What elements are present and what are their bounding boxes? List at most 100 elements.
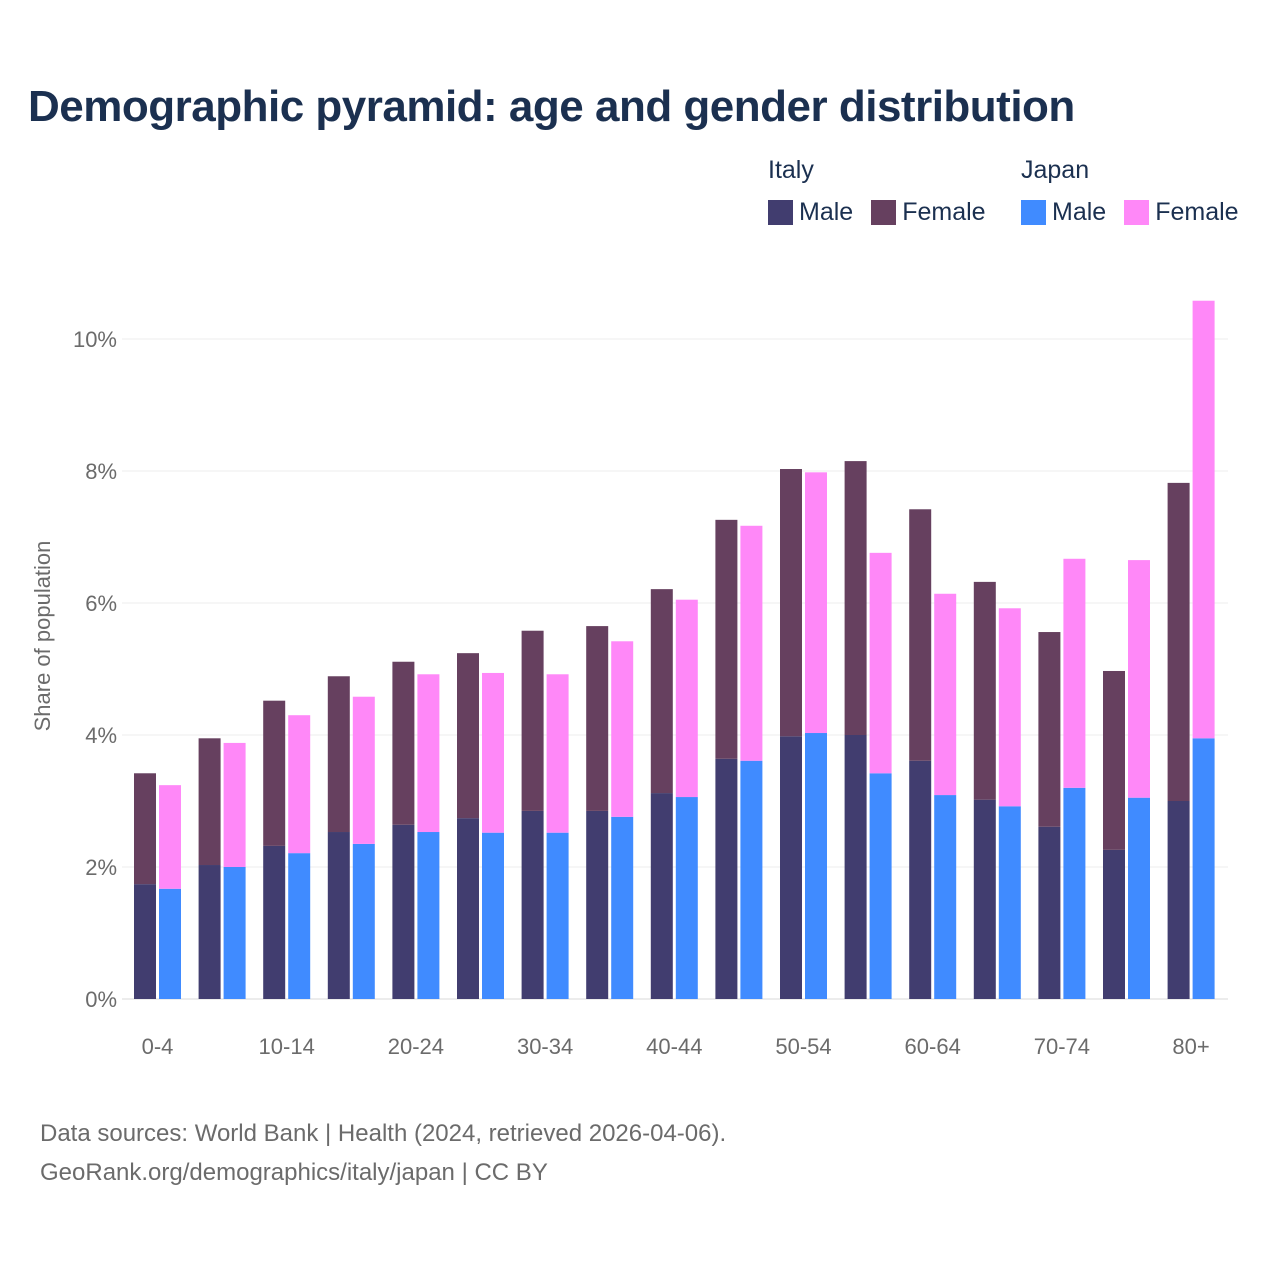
bar-italy-male-45-49 <box>715 758 738 999</box>
bar-japan-female-80+ <box>1192 300 1215 739</box>
bar-japan-male-10-14 <box>288 853 311 999</box>
bar-japan-female-55-59 <box>869 552 892 774</box>
legend-label: Female <box>1155 198 1239 226</box>
y-axis-label: Share of population <box>30 541 55 732</box>
legend-italy-male[interactable]: Male <box>768 198 853 227</box>
y-tick-label: 6% <box>85 591 117 616</box>
bar-japan-male-45-49 <box>740 760 763 999</box>
x-tick-label: 20-24 <box>388 1034 444 1059</box>
bar-japan-male-30-34 <box>546 832 569 999</box>
bar-italy-male-0-4 <box>134 884 156 999</box>
bar-japan-male-20-24 <box>417 832 440 999</box>
legend-japan-male[interactable]: Male <box>1021 198 1106 227</box>
bar-japan-female-10-14 <box>288 715 311 854</box>
x-tick-label: 70-74 <box>1034 1034 1090 1059</box>
bar-italy-female-10-14 <box>263 700 286 846</box>
bar-italy-female-60-64 <box>909 509 932 761</box>
legend-italy-female[interactable]: Female <box>871 198 986 227</box>
footer: Data sources: World Bank | Health (2024,… <box>40 1114 726 1192</box>
bar-italy-female-75-79 <box>1103 670 1125 850</box>
bar-italy-male-5-9 <box>198 865 221 999</box>
legend-swatch <box>871 200 897 225</box>
legend-italy: Italy Male Female <box>768 156 986 227</box>
x-tick-label: 40-44 <box>646 1034 702 1059</box>
bar-italy-female-45-49 <box>715 519 738 759</box>
bar-italy-female-35-39 <box>586 626 609 811</box>
bar-japan-female-70-74 <box>1063 558 1086 788</box>
bar-italy-female-70-74 <box>1038 632 1061 827</box>
bar-japan-female-40-44 <box>675 599 698 798</box>
y-tick-label: 10% <box>73 327 117 352</box>
bar-italy-male-60-64 <box>909 760 932 999</box>
legend-swatch <box>768 200 793 225</box>
bar-italy-male-65-69 <box>973 799 996 999</box>
bar-italy-male-50-54 <box>780 736 802 999</box>
bar-japan-female-25-29 <box>482 672 504 833</box>
bar-italy-male-20-24 <box>392 824 415 999</box>
bar-japan-female-60-64 <box>934 593 957 796</box>
x-tick-label: 60-64 <box>905 1034 961 1059</box>
x-tick-label: 50-54 <box>775 1034 831 1059</box>
bar-japan-male-75-79 <box>1128 797 1150 999</box>
bar-japan-female-35-39 <box>611 641 634 817</box>
y-tick-label: 8% <box>85 459 117 484</box>
bar-italy-male-40-44 <box>650 793 673 999</box>
bar-japan-male-15-19 <box>352 843 375 999</box>
legend-japan-female[interactable]: Female <box>1124 198 1239 227</box>
footer-attribution[interactable]: GeoRank.org/demographics/italy/japan | C… <box>40 1159 548 1186</box>
bar-japan-male-55-59 <box>869 773 892 999</box>
bar-italy-female-25-29 <box>457 653 479 819</box>
bar-japan-male-80+ <box>1192 738 1215 999</box>
y-tick-label: 2% <box>85 855 117 880</box>
legend-italy-title: Italy <box>768 156 814 184</box>
bar-italy-male-80+ <box>1167 801 1190 999</box>
bar-italy-female-5-9 <box>198 738 221 866</box>
bar-italy-female-0-4 <box>134 773 156 885</box>
bar-japan-male-25-29 <box>482 832 504 999</box>
bar-italy-female-15-19 <box>327 676 350 833</box>
bar-italy-male-55-59 <box>844 735 867 999</box>
bar-italy-female-20-24 <box>392 661 415 825</box>
bar-japan-female-0-4 <box>159 785 181 889</box>
bar-japan-male-5-9 <box>223 867 246 999</box>
bar-japan-male-35-39 <box>611 816 634 999</box>
bar-japan-female-45-49 <box>740 525 763 761</box>
bar-italy-male-10-14 <box>263 845 286 999</box>
bar-italy-male-35-39 <box>586 810 609 999</box>
bar-japan-female-75-79 <box>1128 560 1150 798</box>
bar-italy-female-30-34 <box>521 630 544 811</box>
legend-label: Female <box>902 198 986 226</box>
bar-italy-female-80+ <box>1167 482 1190 801</box>
x-tick-label: 0-4 <box>142 1034 174 1059</box>
bar-japan-female-15-19 <box>352 696 375 844</box>
bar-italy-female-50-54 <box>780 469 802 737</box>
bar-japan-male-70-74 <box>1063 787 1086 999</box>
legend-swatch <box>1021 200 1046 225</box>
bar-japan-female-30-34 <box>546 674 569 833</box>
bar-japan-male-50-54 <box>805 733 827 999</box>
legend-japan-title: Japan <box>1021 156 1090 184</box>
x-tick-label: 80+ <box>1172 1034 1209 1059</box>
footer-sources: Data sources: World Bank | Health (2024,… <box>40 1120 727 1147</box>
bar-italy-female-65-69 <box>973 581 996 800</box>
legend-label: Male <box>799 198 854 226</box>
bar-japan-male-65-69 <box>998 806 1021 999</box>
bar-italy-male-25-29 <box>457 818 479 999</box>
bar-japan-male-40-44 <box>675 797 698 999</box>
bar-italy-male-15-19 <box>327 832 350 999</box>
bar-japan-female-20-24 <box>417 674 440 833</box>
bar-italy-female-55-59 <box>844 461 867 735</box>
bar-italy-male-75-79 <box>1103 849 1125 999</box>
x-tick-label: 10-14 <box>259 1034 315 1059</box>
x-tick-label: 30-34 <box>517 1034 573 1059</box>
bar-italy-female-40-44 <box>650 589 673 794</box>
legend-label: Male <box>1052 198 1107 226</box>
bar-japan-male-0-4 <box>159 888 181 999</box>
y-tick-label: 0% <box>85 987 117 1012</box>
bar-italy-male-30-34 <box>521 810 544 999</box>
chart-title: Demographic pyramid: age and gender dist… <box>28 82 1075 131</box>
bar-italy-male-70-74 <box>1038 826 1061 999</box>
bar-japan-male-60-64 <box>934 795 957 999</box>
y-tick-label: 4% <box>85 723 117 748</box>
